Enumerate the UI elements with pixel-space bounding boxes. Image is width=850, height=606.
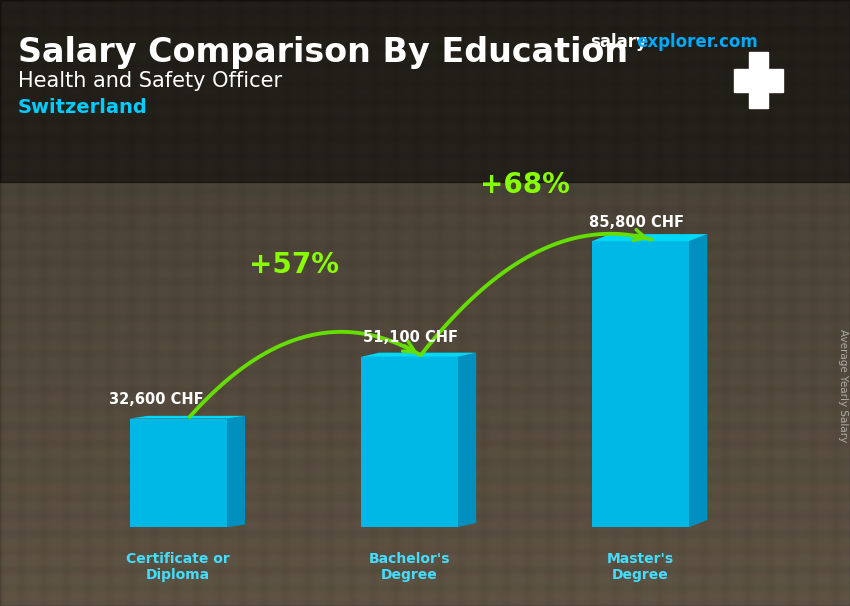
FancyBboxPatch shape — [592, 241, 688, 527]
FancyBboxPatch shape — [360, 357, 457, 527]
Text: 51,100 CHF: 51,100 CHF — [363, 330, 458, 345]
Text: +57%: +57% — [249, 251, 338, 279]
Polygon shape — [227, 416, 245, 527]
Text: +68%: +68% — [479, 171, 570, 199]
FancyBboxPatch shape — [129, 419, 227, 527]
Polygon shape — [129, 416, 245, 419]
Text: 32,600 CHF: 32,600 CHF — [109, 392, 203, 407]
Text: Bachelor's
Degree: Bachelor's Degree — [368, 552, 450, 582]
Text: 85,800 CHF: 85,800 CHF — [589, 215, 684, 230]
Text: Average Yearly Salary: Average Yearly Salary — [838, 330, 848, 442]
Polygon shape — [457, 353, 476, 527]
Text: Salary Comparison By Education: Salary Comparison By Education — [18, 36, 628, 69]
Text: Health and Safety Officer: Health and Safety Officer — [18, 71, 282, 91]
Text: Switzerland: Switzerland — [18, 98, 148, 117]
Text: Certificate or
Diploma: Certificate or Diploma — [127, 552, 230, 582]
Text: salary: salary — [590, 33, 647, 51]
Bar — [749, 52, 768, 108]
Polygon shape — [592, 234, 707, 241]
Text: explorer.com: explorer.com — [636, 33, 757, 51]
Bar — [734, 69, 783, 92]
Polygon shape — [688, 234, 707, 527]
Polygon shape — [360, 353, 476, 357]
Text: Master's
Degree: Master's Degree — [607, 552, 674, 582]
